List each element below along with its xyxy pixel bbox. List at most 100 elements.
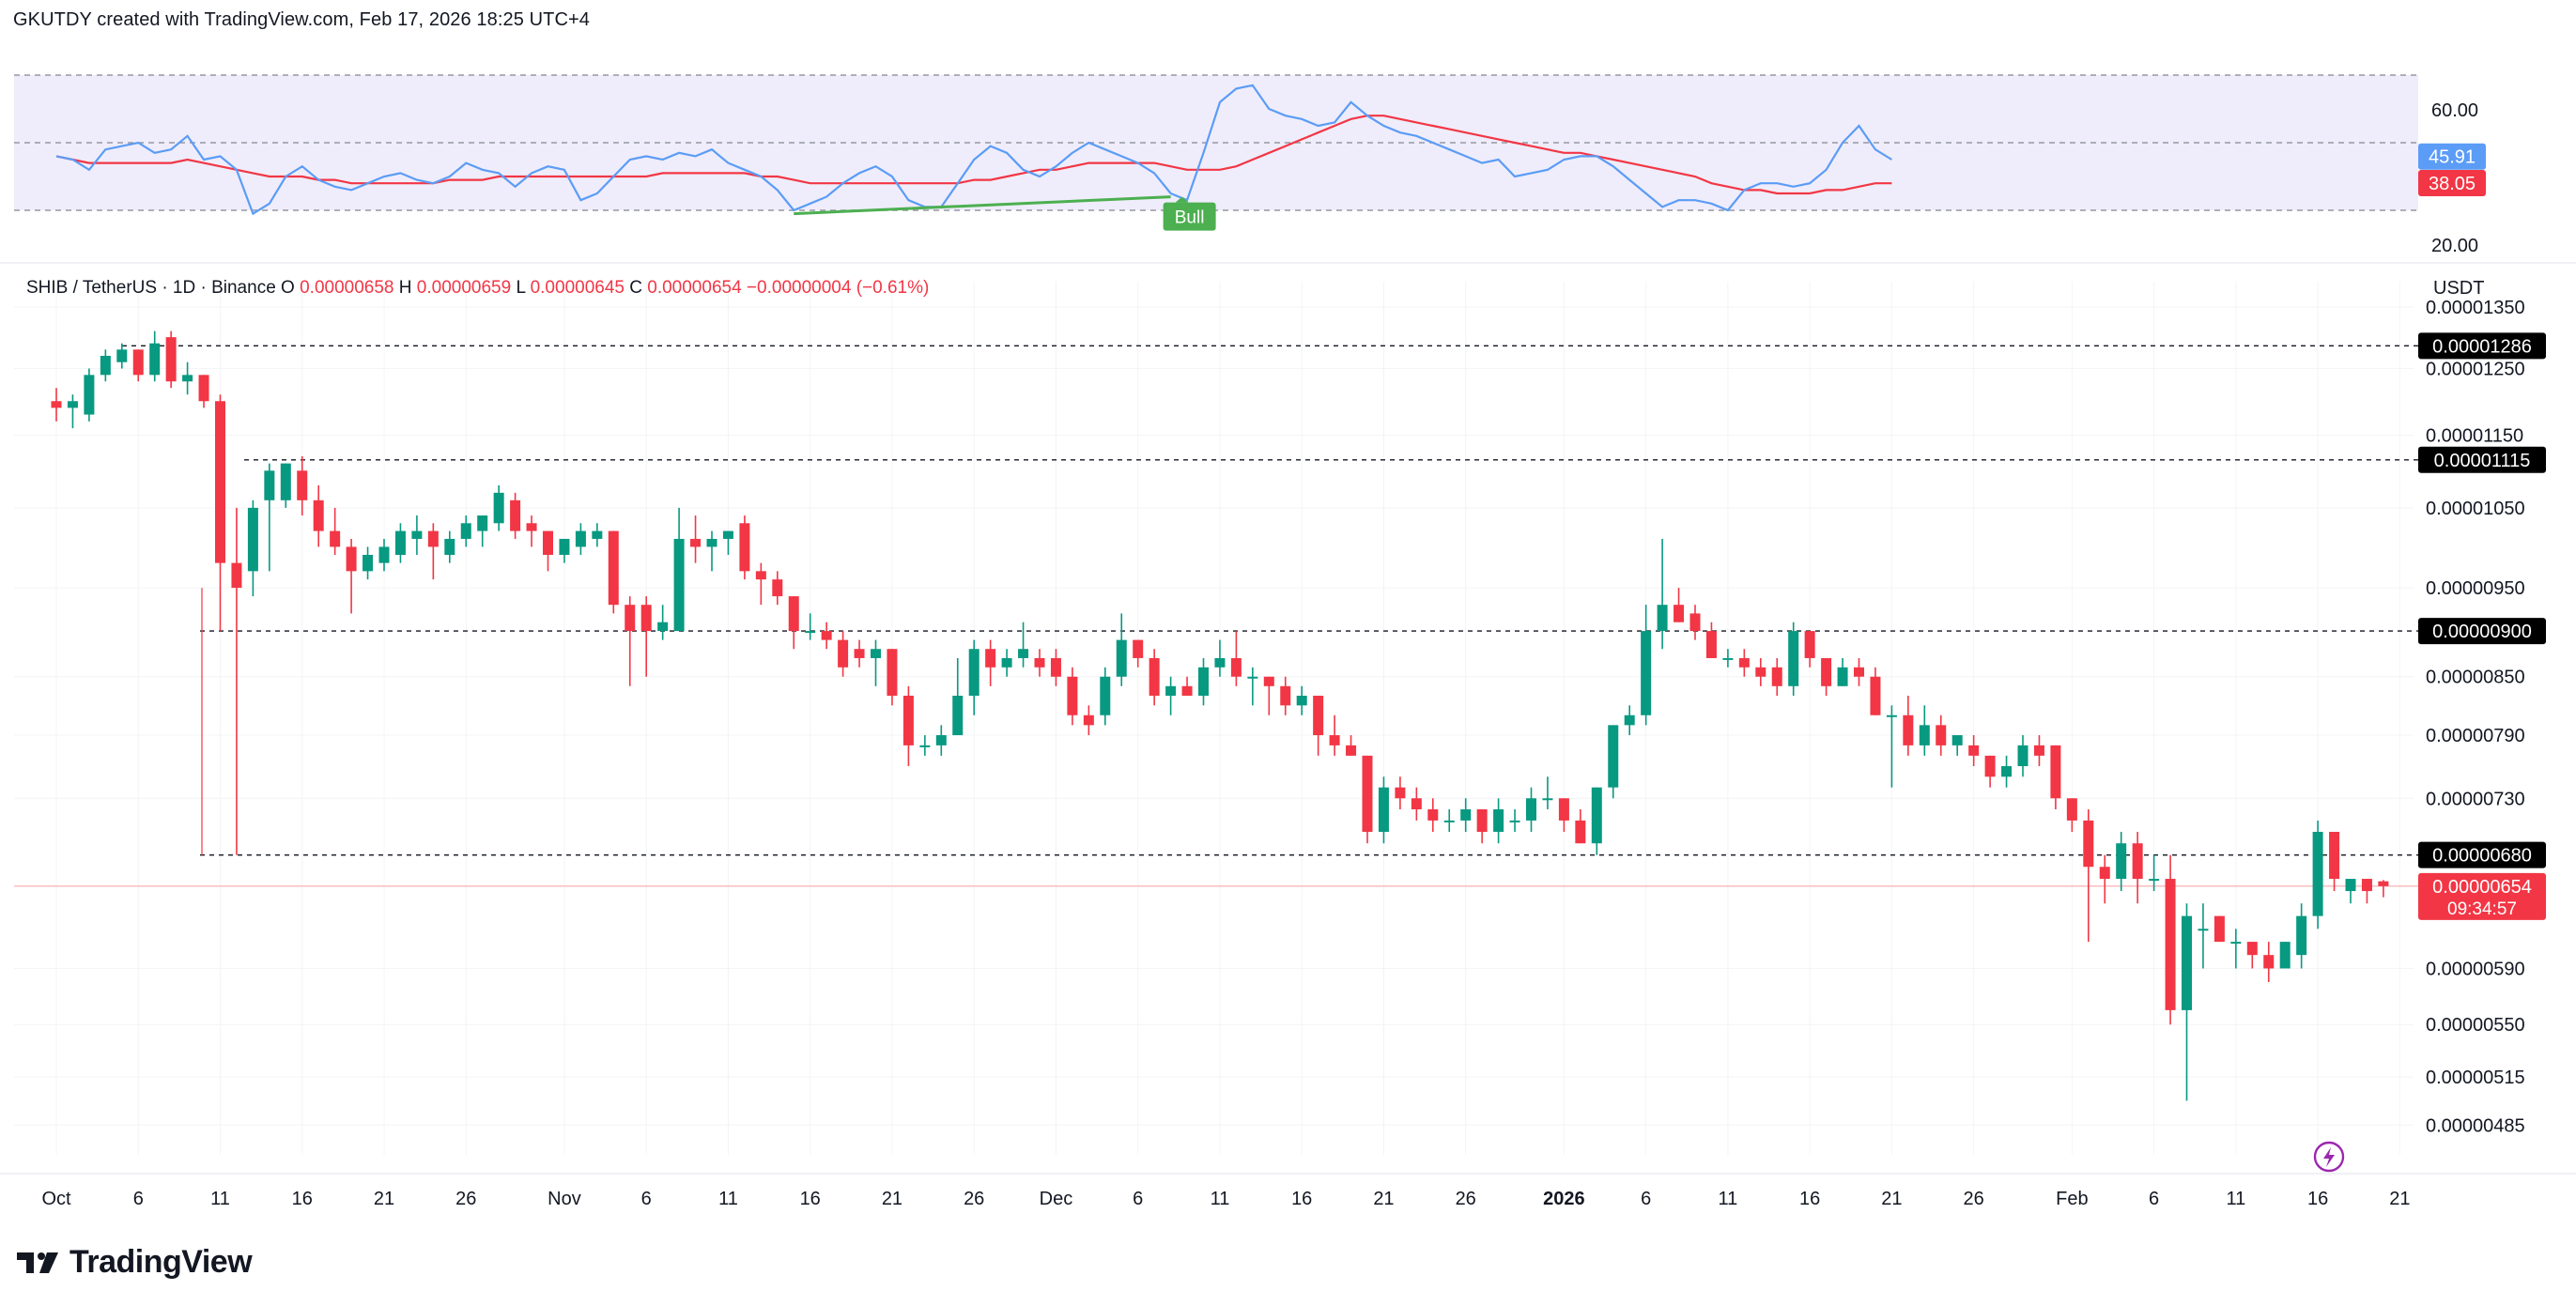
candle	[1968, 735, 1980, 766]
candle-body	[264, 470, 275, 500]
rsi-line	[55, 84, 1892, 216]
candle-body	[2149, 879, 2160, 882]
bull-tag-label: Bull	[1175, 208, 1205, 228]
candle	[902, 685, 914, 766]
candle	[1346, 735, 1357, 756]
candle	[935, 725, 947, 756]
time-tick-label: Nov	[548, 1189, 581, 1209]
candle-body	[132, 349, 144, 376]
candle-body	[1263, 676, 1274, 686]
candle-body	[1624, 714, 1635, 726]
candle-body	[838, 639, 849, 668]
candle	[788, 596, 799, 650]
candle-body	[657, 622, 669, 632]
candle	[1427, 798, 1439, 832]
candle-body	[1689, 613, 1701, 632]
legend-symbol: SHIB / TetherUS · 1D · Binance	[26, 278, 276, 298]
candle-body	[330, 530, 341, 547]
candle-body	[1705, 631, 1717, 658]
candle-body	[1657, 605, 1668, 632]
candle	[2214, 915, 2225, 943]
candle	[838, 631, 849, 677]
candle-body	[1198, 667, 1209, 697]
candle	[1575, 809, 1586, 844]
candle	[264, 463, 275, 572]
tradingview-wordmark: TradingView	[69, 1244, 253, 1280]
tradingview-brand: TradingView	[15, 1244, 253, 1281]
candle	[772, 571, 783, 606]
candle-body	[1493, 809, 1504, 832]
candle	[394, 523, 406, 563]
time-tick-label: 26	[455, 1189, 476, 1209]
candle	[1674, 588, 1685, 622]
candle	[722, 530, 733, 555]
time-tick-label: Oct	[41, 1189, 71, 1209]
candle	[559, 538, 570, 563]
candle	[1705, 622, 1717, 658]
price-axis-unit: USDT	[2433, 278, 2484, 299]
candle-body	[1133, 639, 1144, 658]
candle-body	[84, 375, 95, 415]
candle	[1001, 649, 1012, 677]
time-tick-label: 6	[133, 1189, 144, 1209]
candle-body	[1722, 657, 1734, 660]
bull-tag-pointer	[1175, 196, 1189, 203]
candle	[1936, 714, 1947, 756]
time-tick-label: 6	[1641, 1189, 1651, 1209]
candle-body	[67, 401, 78, 408]
candle	[1378, 776, 1389, 844]
time-tick-label: 26	[964, 1189, 984, 1209]
lightning-icon[interactable]	[2313, 1141, 2345, 1173]
candle-body	[625, 605, 636, 632]
candle	[1034, 649, 1045, 677]
candle-body	[1280, 685, 1291, 706]
candle-body	[1886, 714, 1897, 717]
candle-body	[2165, 879, 2176, 1010]
candle	[2230, 929, 2242, 969]
candle	[2345, 879, 2356, 904]
candle-body	[788, 596, 799, 632]
candle-body	[1443, 820, 1455, 822]
candle	[1198, 657, 1209, 706]
candle-body	[985, 649, 996, 668]
bullish-divergence-line	[794, 195, 1171, 216]
candle-body	[2296, 915, 2307, 956]
candle-body	[1034, 657, 1045, 668]
candle	[1476, 809, 1488, 844]
candle	[1788, 622, 1799, 697]
candle-body	[1542, 798, 1553, 801]
candle	[2083, 809, 2094, 943]
candle	[2329, 831, 2340, 892]
rsi-tick-label: 20.00	[2431, 236, 2478, 256]
candle-body	[673, 538, 685, 632]
candle-body	[902, 696, 914, 745]
candle-body	[1067, 676, 1078, 715]
candle-body	[755, 571, 766, 580]
time-tick-label: 2026	[1543, 1189, 1585, 1209]
time-tick-label: 11	[1211, 1189, 1230, 1209]
candle-body	[1476, 809, 1488, 832]
candle-body	[2230, 942, 2242, 945]
ohlc-legend: SHIB / TetherUS · 1D · Binance O 0.00000…	[26, 278, 929, 298]
price-level-badge	[2418, 332, 2546, 360]
candle	[1165, 676, 1177, 715]
time-tick-label: 21	[882, 1189, 902, 1209]
candle	[1149, 649, 1160, 706]
candle	[1903, 696, 1914, 756]
price-tick-label: 0.00000590	[2426, 959, 2525, 979]
candle-body	[2329, 831, 2340, 880]
candle	[1181, 676, 1193, 697]
candle	[592, 523, 603, 547]
time-tick-label: 21	[374, 1189, 394, 1209]
candle-body	[1936, 725, 1947, 745]
candle	[280, 463, 291, 508]
candle-body	[871, 649, 881, 658]
candle	[1608, 725, 1619, 799]
price-tick-label: 0.00001250	[2426, 360, 2525, 380]
candle-body	[1984, 755, 1996, 777]
rsi-ma-line	[55, 115, 1892, 195]
time-tick-label: 11	[2226, 1189, 2245, 1209]
candle	[1313, 696, 1324, 756]
candle-body	[640, 605, 652, 632]
